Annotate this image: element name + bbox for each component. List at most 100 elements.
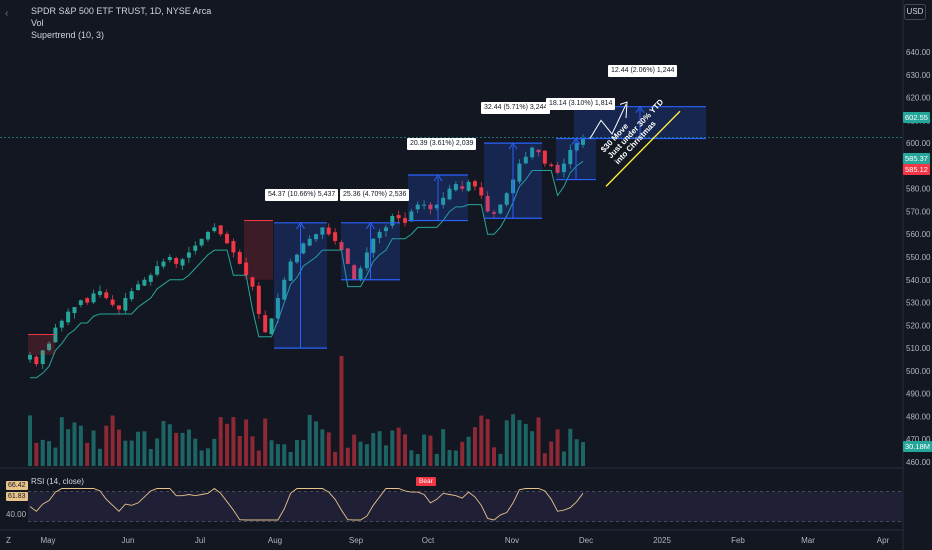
volume-bar [523, 423, 528, 466]
volume-bar [371, 433, 376, 466]
candle-body [123, 298, 128, 311]
candle-body [339, 242, 344, 251]
candle-body [193, 245, 198, 251]
candle-body [28, 354, 32, 360]
candle-body [396, 215, 401, 219]
rsi-band [28, 491, 902, 522]
volume-bar [326, 432, 331, 466]
candle-body [561, 163, 566, 173]
candle-body [91, 293, 96, 303]
candle-body [275, 298, 280, 319]
candle-body [180, 259, 185, 266]
price-tick-label: 510.00 [906, 344, 931, 353]
volume-bar [212, 438, 217, 466]
volume-legend[interactable]: Vol [31, 18, 44, 28]
candle-body [320, 227, 325, 235]
price-tick-label: 520.00 [906, 321, 931, 330]
volume-bar [186, 429, 191, 466]
candle-body [174, 258, 179, 264]
bear-zone [244, 220, 273, 280]
candle-body [66, 311, 71, 323]
volume-bar [142, 431, 147, 466]
volume-bar [441, 429, 446, 466]
volume-bar [364, 444, 369, 466]
price-tick-label: 530.00 [906, 299, 931, 308]
symbol-title[interactable]: SPDR S&P 500 ETF TRUST, 1D, NYSE Arca [31, 6, 212, 16]
volume-bar [199, 450, 204, 466]
currency-button[interactable]: USD [904, 4, 926, 20]
volume-bar [530, 431, 535, 466]
candle-body [72, 307, 77, 314]
candle-body [523, 156, 528, 164]
candle-body [377, 231, 382, 239]
time-tick-label: 2025 [653, 536, 671, 545]
candle-body [85, 298, 90, 303]
volume-bar [193, 438, 198, 466]
volume-bar [110, 415, 115, 466]
volume-bar [574, 439, 579, 466]
supertrend-legend[interactable]: Supertrend (10, 3) [31, 30, 105, 40]
candle-body [231, 241, 236, 253]
chart-legend: SPDR S&P 500 ETF TRUST, 1D, NYSE Arca Vo… [31, 5, 211, 41]
volume-bar [59, 417, 64, 466]
volume-bar [225, 423, 230, 466]
candle-body [250, 277, 255, 287]
volume-bar [180, 432, 185, 466]
volume-bar [352, 434, 357, 466]
candle-body [148, 275, 153, 282]
last-price-tag: 602.55 [903, 112, 930, 123]
candle-body [504, 193, 509, 205]
volume-bar [269, 440, 274, 466]
candle-body [212, 227, 217, 232]
candle-body [110, 299, 115, 305]
candle-body [294, 254, 299, 263]
rsi-axis-40: 40.00 [6, 510, 27, 519]
volume-bar [568, 428, 573, 466]
volume-bar [581, 442, 585, 466]
projection-arrow-head [619, 101, 628, 119]
candle-body [453, 184, 458, 191]
time-tick-label: Oct [422, 536, 435, 545]
time-tick-label: Jul [195, 536, 205, 545]
measure-arrow-head [433, 174, 443, 182]
candle-body [371, 238, 376, 253]
volume-bar [504, 420, 509, 466]
volume-bar [561, 451, 566, 466]
candle-body [34, 356, 39, 365]
volume-bar [250, 436, 255, 466]
candle-body [345, 248, 350, 264]
candle-body [485, 195, 490, 212]
volume-bar [155, 438, 160, 466]
candle-body [568, 149, 573, 165]
measure-arrow-head [635, 105, 645, 113]
rsi-legend[interactable]: RSI (14, close) [31, 477, 84, 486]
time-tick-label: May [40, 536, 55, 545]
candle-body [422, 204, 427, 206]
candle-body [434, 204, 439, 209]
rsi-line [29, 487, 584, 521]
volume-bar [517, 420, 522, 466]
candle-body [403, 218, 408, 223]
candle-body [155, 266, 160, 275]
volume-bar [314, 421, 319, 466]
volume-bar [205, 448, 210, 466]
candle-body [205, 231, 210, 240]
volume-bar [415, 453, 420, 466]
volume-bar [97, 448, 102, 466]
volume-bar [28, 415, 32, 466]
measure-callout-5: 18.14 (3.10%) 1,814 [546, 98, 616, 110]
volume-bar [34, 442, 39, 466]
candle-body [390, 216, 395, 226]
candle-body [358, 268, 363, 280]
volume-bar [409, 450, 414, 466]
time-tick-label: Feb [731, 536, 745, 545]
volume-bar [231, 417, 236, 466]
collapse-legend-icon[interactable]: ‹ [5, 8, 9, 19]
volume-bar [485, 419, 490, 466]
candle-body [447, 188, 452, 200]
logo-icon: Z [6, 536, 11, 545]
price-tick-label: 630.00 [906, 71, 931, 80]
volume-bar [66, 429, 71, 466]
volume-bar [422, 434, 427, 466]
